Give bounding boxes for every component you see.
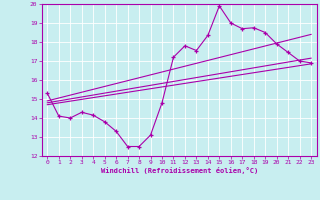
X-axis label: Windchill (Refroidissement éolien,°C): Windchill (Refroidissement éolien,°C) [100,167,258,174]
